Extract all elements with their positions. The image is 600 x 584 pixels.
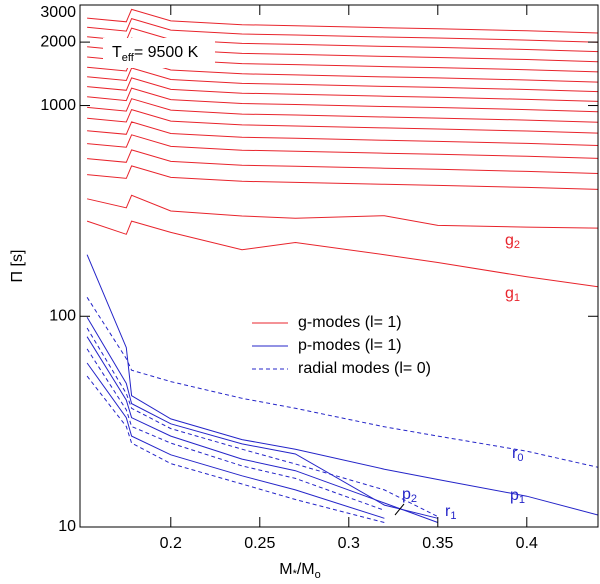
mode-line xyxy=(87,149,598,174)
x-tick-label: 0.3 xyxy=(338,535,360,552)
mode-label-main: g xyxy=(505,232,514,249)
x-axis-label: M*/Mo xyxy=(279,561,321,581)
mode-line xyxy=(86,297,598,468)
mode-line xyxy=(87,8,598,34)
mode-line xyxy=(86,327,439,518)
mode-label-main: p xyxy=(510,487,519,504)
mode-label: r1 xyxy=(445,503,456,522)
y-tick-label: 1000 xyxy=(40,97,76,114)
annotation-main: T xyxy=(112,44,122,61)
y-axis-label: Π [s] xyxy=(9,250,26,283)
mode-line xyxy=(87,108,598,134)
mode-line xyxy=(87,67,598,93)
x-tick-label: 0.2 xyxy=(160,535,182,552)
mode-line xyxy=(87,98,598,123)
annotation-sub: eff xyxy=(122,52,135,64)
legend-label: radial modes (l= 0) xyxy=(298,360,431,377)
mode-line xyxy=(86,316,438,519)
label-arrow xyxy=(394,503,405,516)
mode-label: g1 xyxy=(505,285,520,304)
legend-label: g-modes (l= 1) xyxy=(298,314,402,331)
annotation: Teff= 9500 K xyxy=(112,44,199,64)
mode-line xyxy=(87,17,598,43)
annotation-rest: = 9500 K xyxy=(134,44,199,61)
annotation-box xyxy=(103,38,215,68)
mode-line xyxy=(86,375,385,523)
mode-label: p2 xyxy=(402,486,417,505)
y-tick-label: 10 xyxy=(58,518,76,535)
x-tick-label: 0.25 xyxy=(244,535,275,552)
mode-line xyxy=(87,121,598,146)
mode-label: p1 xyxy=(510,487,525,506)
mode-line xyxy=(86,254,598,516)
legend-label: p-modes (l= 1) xyxy=(298,337,402,354)
mode-line xyxy=(87,27,598,53)
mode-label-main: g xyxy=(505,285,514,302)
mode-label: r0 xyxy=(512,445,523,464)
mode-label-sub: 1 xyxy=(450,510,456,522)
mode-line xyxy=(87,87,598,113)
mode-line xyxy=(86,220,598,288)
mode-line xyxy=(87,77,598,102)
x-tick-label: 0.4 xyxy=(516,535,538,552)
mode-label-main: p xyxy=(402,486,411,503)
mode-line xyxy=(86,336,438,523)
mode-label: g2 xyxy=(505,232,520,251)
y-tick-label: 100 xyxy=(49,307,76,324)
mode-label-sub: 0 xyxy=(517,452,523,464)
mode-label-main: r xyxy=(445,503,451,520)
x-label-mid: /M xyxy=(297,561,315,578)
mode-label-main: r xyxy=(512,445,518,462)
mode-line xyxy=(86,194,598,229)
y-tick-label: 3000 xyxy=(40,4,76,21)
mode-line xyxy=(87,134,598,159)
plot-frame xyxy=(79,4,599,528)
x-tick-label: 0.35 xyxy=(422,535,453,552)
mode-line xyxy=(86,348,385,511)
mode-line xyxy=(87,165,598,190)
mode-label-sub: 1 xyxy=(519,494,525,506)
y-tick-label: 2000 xyxy=(40,33,76,50)
x-label-sub: o xyxy=(315,569,321,581)
plot-lines xyxy=(86,8,598,523)
x-label-sub: * xyxy=(293,568,298,580)
mode-label-sub: 1 xyxy=(514,292,520,304)
mode-line xyxy=(86,362,385,519)
x-label-main: M xyxy=(279,561,292,578)
mode-label-sub: 2 xyxy=(411,493,417,505)
mode-label-sub: 2 xyxy=(514,239,520,251)
